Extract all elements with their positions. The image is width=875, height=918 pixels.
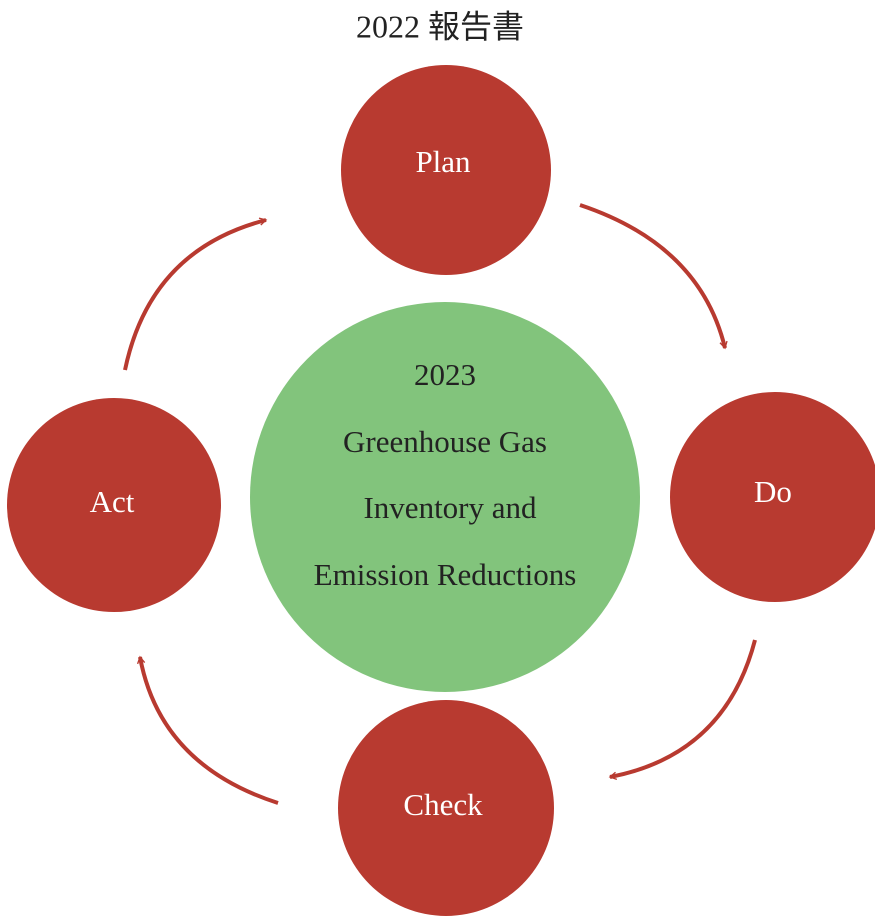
center-line: 2023 — [414, 357, 476, 392]
node-circle — [341, 65, 551, 275]
center-circle — [250, 302, 640, 692]
node-circle — [338, 700, 554, 916]
arrow — [579, 203, 728, 350]
node-label: Check — [403, 787, 483, 822]
node-circle — [670, 392, 875, 602]
arrow — [136, 655, 279, 805]
center-line: Emission Reductions — [314, 557, 577, 592]
node-label: Act — [90, 484, 135, 519]
arrow — [123, 217, 268, 371]
title: 2022 報告書 — [356, 8, 524, 44]
node-circle — [7, 398, 221, 612]
arrow — [608, 639, 757, 780]
node-label: Plan — [415, 144, 471, 179]
center-line: Inventory and — [363, 490, 537, 525]
node-label: Do — [754, 474, 792, 509]
center-line: Greenhouse Gas — [343, 424, 547, 459]
